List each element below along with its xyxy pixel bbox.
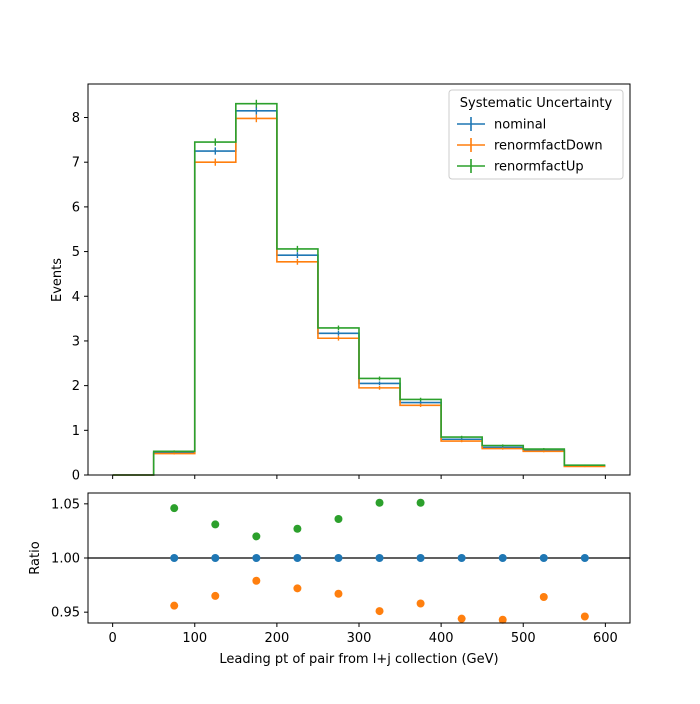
main-y-tick-label: 0 <box>72 469 80 484</box>
ratio-point-nominal <box>170 554 179 562</box>
ratio-point-nominal <box>334 554 343 562</box>
legend-label-renormfactup: renormfactUp <box>494 160 584 175</box>
legend: Systematic Uncertainty nominal renormfact… <box>448 89 624 180</box>
ratio-point-renormfactup <box>293 524 302 533</box>
ratio-y-tick-label: 1.00 <box>51 552 80 567</box>
ratio-x-axis: 0 100 200 300 400 500 600 <box>108 623 618 646</box>
ratio-point-renormfactdown <box>375 607 384 616</box>
x-tick-label: 500 <box>511 631 536 646</box>
ratio-panel: 0.95 1.00 1.05 0 100 200 300 400 500 600 Ratio L… <box>28 492 631 667</box>
main-y-axis: 0 1 2 3 4 5 6 7 8 <box>72 111 88 484</box>
legend-entry-renormfactdown: renormfactDown <box>457 138 603 154</box>
x-tick-label: 100 <box>182 631 207 646</box>
main-y-tick-label: 5 <box>72 245 80 260</box>
ratio-y-axis-label: Ratio <box>28 541 43 574</box>
ratio-points-group <box>170 498 589 624</box>
series-renormfactup <box>112 99 606 476</box>
ratio-point-nominal <box>252 554 261 562</box>
legend-entry-nominal: nominal <box>457 117 546 133</box>
ratio-point-nominal <box>211 554 220 562</box>
ratio-point-renormfactdown <box>580 612 589 621</box>
legend-entry-renormfactup: renormfactUp <box>457 159 584 175</box>
x-tick-label: 600 <box>593 631 618 646</box>
x-tick-label: 200 <box>264 631 289 646</box>
ratio-y-tick-label: 1.05 <box>51 497 80 512</box>
main-y-tick-label: 3 <box>72 334 80 349</box>
ratio-point-renormfactdown <box>539 593 548 601</box>
ratio-point-nominal <box>498 554 507 562</box>
legend-label-renormfactdown: renormfactDown <box>494 139 603 154</box>
x-axis-label: Leading pt of pair from l+j collection (… <box>219 652 498 667</box>
ratio-point-nominal <box>375 554 384 562</box>
ratio-point-renormfactdown <box>293 584 302 593</box>
ratio-point-renormfactdown <box>457 614 466 623</box>
x-tick-label: 400 <box>429 631 454 646</box>
ratio-point-renormfactdown <box>211 591 220 600</box>
ratio-point-renormfactup <box>375 498 384 507</box>
ratio-point-renormfactup <box>170 504 179 513</box>
main-y-tick-label: 2 <box>72 379 80 394</box>
ratio-point-renormfactdown <box>334 589 343 598</box>
main-y-tick-label: 8 <box>72 111 80 126</box>
ratio-point-nominal <box>539 554 548 562</box>
main-y-axis-label: Events <box>50 258 65 302</box>
ratio-point-renormfactdown <box>498 615 507 624</box>
legend-frame <box>448 89 624 180</box>
main-y-tick-label: 1 <box>72 424 80 439</box>
main-y-tick-label: 7 <box>72 156 80 171</box>
ratio-point-nominal <box>580 554 589 562</box>
ratio-y-tick-label: 0.95 <box>51 606 80 621</box>
ratio-point-renormfactup <box>211 520 220 529</box>
ratio-point-renormfactdown <box>416 599 425 608</box>
main-y-tick-label: 6 <box>72 200 80 215</box>
ratio-point-renormfactup <box>252 532 261 541</box>
main-panel: 0 1 2 3 4 5 6 7 8 Events Systematic Uncertainty … <box>50 83 631 484</box>
legend-entries: nominal renormfactDown renormfactUp <box>457 117 603 175</box>
legend-title: Systematic Uncertainty <box>460 96 613 111</box>
x-tick-label: 300 <box>347 631 372 646</box>
ratio-point-nominal <box>416 554 425 562</box>
legend-label-nominal: nominal <box>494 118 546 133</box>
ratio-y-axis: 0.95 1.00 1.05 <box>51 497 88 621</box>
main-series-group <box>112 99 606 476</box>
ratio-point-renormfactdown <box>170 601 179 610</box>
ratio-point-nominal <box>293 554 302 562</box>
ratio-point-renormfactup <box>334 515 343 523</box>
x-tick-label: 0 <box>108 631 116 646</box>
ratio-point-renormfactdown <box>252 576 261 585</box>
main-x-ticks <box>112 475 606 479</box>
ratio-point-nominal <box>457 554 466 562</box>
ratio-point-renormfactup <box>416 498 425 507</box>
step-line-renormfactup <box>112 102 606 476</box>
main-y-tick-label: 4 <box>72 290 80 305</box>
